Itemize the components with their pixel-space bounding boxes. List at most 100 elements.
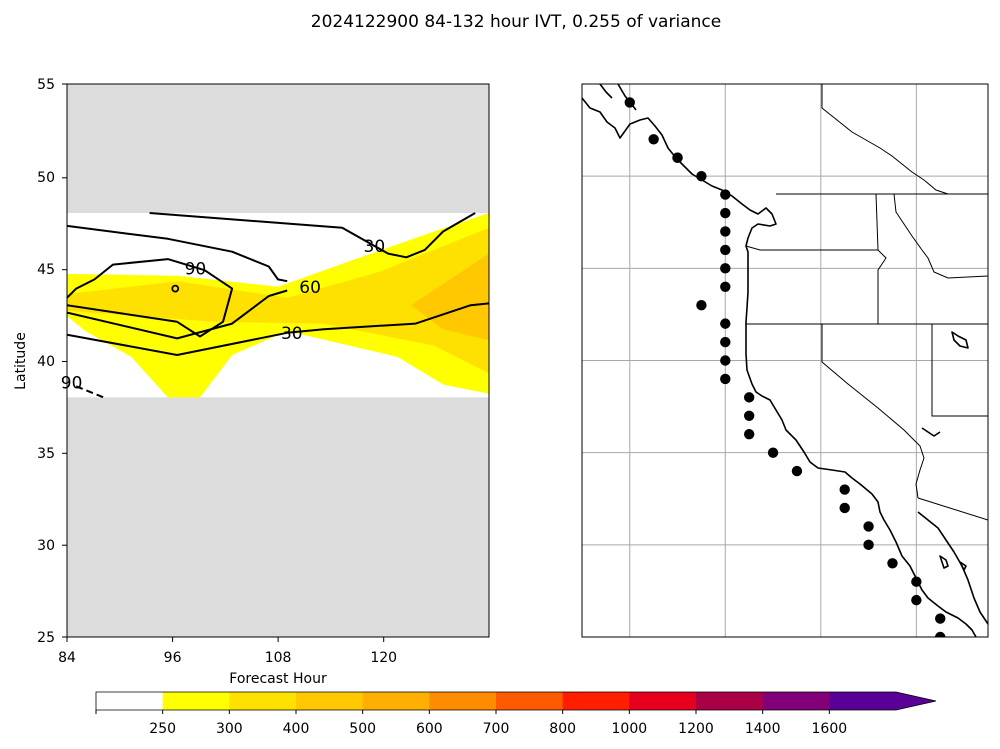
ivt-contour-line — [67, 302, 489, 356]
ivt-contour-line — [67, 258, 234, 338]
map-axes-frame — [581, 83, 989, 638]
y-tick-label: 25 — [37, 630, 55, 646]
ivt-contour-line — [149, 212, 476, 259]
figure-title: 2024122900 84-132 hour IVT, 0.255 of var… — [311, 12, 721, 32]
coastline-path — [939, 555, 967, 571]
ivt-fill-300-400 — [67, 227, 489, 374]
colorbar-ticks: 250 300 400 500 600 700 800 1000 1200 1400 1600 — [95, 710, 848, 737]
colorbar: 250 300 400 500 600 700 800 1000 1200 1400 1600 — [95, 691, 937, 737]
colorbar-outline — [95, 691, 937, 711]
idaho-border — [875, 193, 988, 279]
colorbar-segment — [696, 692, 764, 710]
station-point — [720, 207, 731, 219]
ivt-contour-line — [67, 289, 288, 340]
colorbar-tick-label: 1400 — [745, 721, 781, 737]
colorbar-segment — [762, 692, 830, 710]
ivt-contour-line — [75, 385, 105, 399]
station-point — [696, 170, 707, 182]
station-point — [648, 134, 659, 145]
station-points — [624, 97, 946, 637]
station-point — [720, 226, 731, 237]
colorbar-segment — [829, 692, 936, 710]
colorbar-tick-label: 1200 — [678, 721, 714, 737]
bc-interior-line — [821, 84, 949, 195]
x-tick-label: 84 — [58, 650, 76, 666]
station-point — [887, 558, 898, 569]
station-point — [743, 410, 755, 421]
map-gridlines — [582, 84, 988, 637]
station-point — [720, 189, 731, 200]
washington-oregon-border — [745, 245, 887, 324]
station-point — [720, 373, 731, 385]
contour-label-layer: 30 90 60 30 90 — [61, 237, 385, 393]
colorbar-segment — [296, 692, 364, 710]
ivt-contour-line — [67, 224, 288, 283]
y-tick-label: 45 — [37, 262, 55, 278]
station-point — [839, 484, 850, 495]
ivt-contour-layer — [67, 212, 489, 399]
station-point — [720, 355, 731, 366]
station-point — [911, 594, 922, 606]
coastline-path — [951, 331, 969, 349]
y-tick-label: 40 — [37, 354, 55, 370]
station-point — [743, 429, 755, 440]
colorbar-tick-label: 700 — [483, 721, 510, 737]
colorbar-tick-label: 600 — [416, 721, 443, 737]
colorbar-segment — [562, 692, 630, 710]
coastline-path — [921, 427, 941, 437]
colorbar-segment — [629, 692, 697, 710]
contour-label: 30 — [281, 324, 303, 344]
colorbar-segment — [162, 692, 230, 710]
contour-label: 30 — [364, 237, 386, 257]
political-borders — [745, 84, 988, 521]
station-point — [839, 502, 850, 514]
station-point — [720, 263, 731, 274]
colorbar-segment — [96, 692, 164, 710]
colorbar-tick-label: 1600 — [812, 721, 848, 737]
small-closed-contour — [171, 284, 180, 293]
y-axis: 25 30 35 40 45 50 55 Latitude — [13, 77, 67, 646]
station-point — [720, 318, 731, 329]
contour-label: 90 — [61, 374, 83, 394]
station-point — [935, 613, 946, 624]
colorbar-segment — [362, 692, 430, 710]
y-tick-label: 55 — [37, 77, 55, 93]
colorbar-segment — [429, 692, 497, 710]
station-point — [767, 447, 779, 458]
colorbar-tick-label: 250 — [149, 721, 176, 737]
y-tick-label: 30 — [37, 538, 55, 554]
y-tick-label: 35 — [37, 446, 55, 462]
x-tick-label: 108 — [265, 650, 292, 666]
colorbar-tick-label: 1000 — [612, 721, 648, 737]
colorbar-tick-label: 400 — [283, 721, 310, 737]
station-point — [672, 152, 683, 163]
x-tick-label: 120 — [370, 650, 397, 666]
station-point — [791, 465, 803, 477]
colorbar-segment — [229, 692, 297, 710]
y-axis-label: Latitude — [13, 332, 29, 390]
x-axis: 84 96 108 120 Forecast Hour — [58, 637, 397, 687]
station-point — [863, 539, 874, 551]
station-point — [863, 521, 874, 532]
colorbar-segment — [496, 692, 564, 710]
station-point — [696, 300, 707, 311]
x-tick-label: 96 — [164, 650, 182, 666]
colorbar-segments — [96, 692, 936, 710]
contour-label: 90 — [185, 259, 207, 279]
nevada-east-border — [931, 324, 988, 417]
colorbar-tick-label: 800 — [549, 721, 576, 737]
colorbar-tick-label: 300 — [216, 721, 243, 737]
colorbar-tick-label: 500 — [349, 721, 376, 737]
heatmap-panel: 30 90 60 30 90 84 96 108 120 Forecast Hour 2… — [13, 77, 490, 687]
contour-label: 60 — [299, 278, 321, 298]
x-axis-label: Forecast Hour — [229, 671, 327, 687]
station-point — [743, 392, 755, 403]
station-point — [720, 244, 731, 256]
california-nevada-border — [821, 324, 925, 499]
station-point — [935, 631, 946, 637]
baja-east-coast — [917, 511, 988, 625]
us-mexico-border — [917, 497, 988, 521]
map-panel — [581, 83, 989, 638]
station-point — [624, 97, 635, 108]
